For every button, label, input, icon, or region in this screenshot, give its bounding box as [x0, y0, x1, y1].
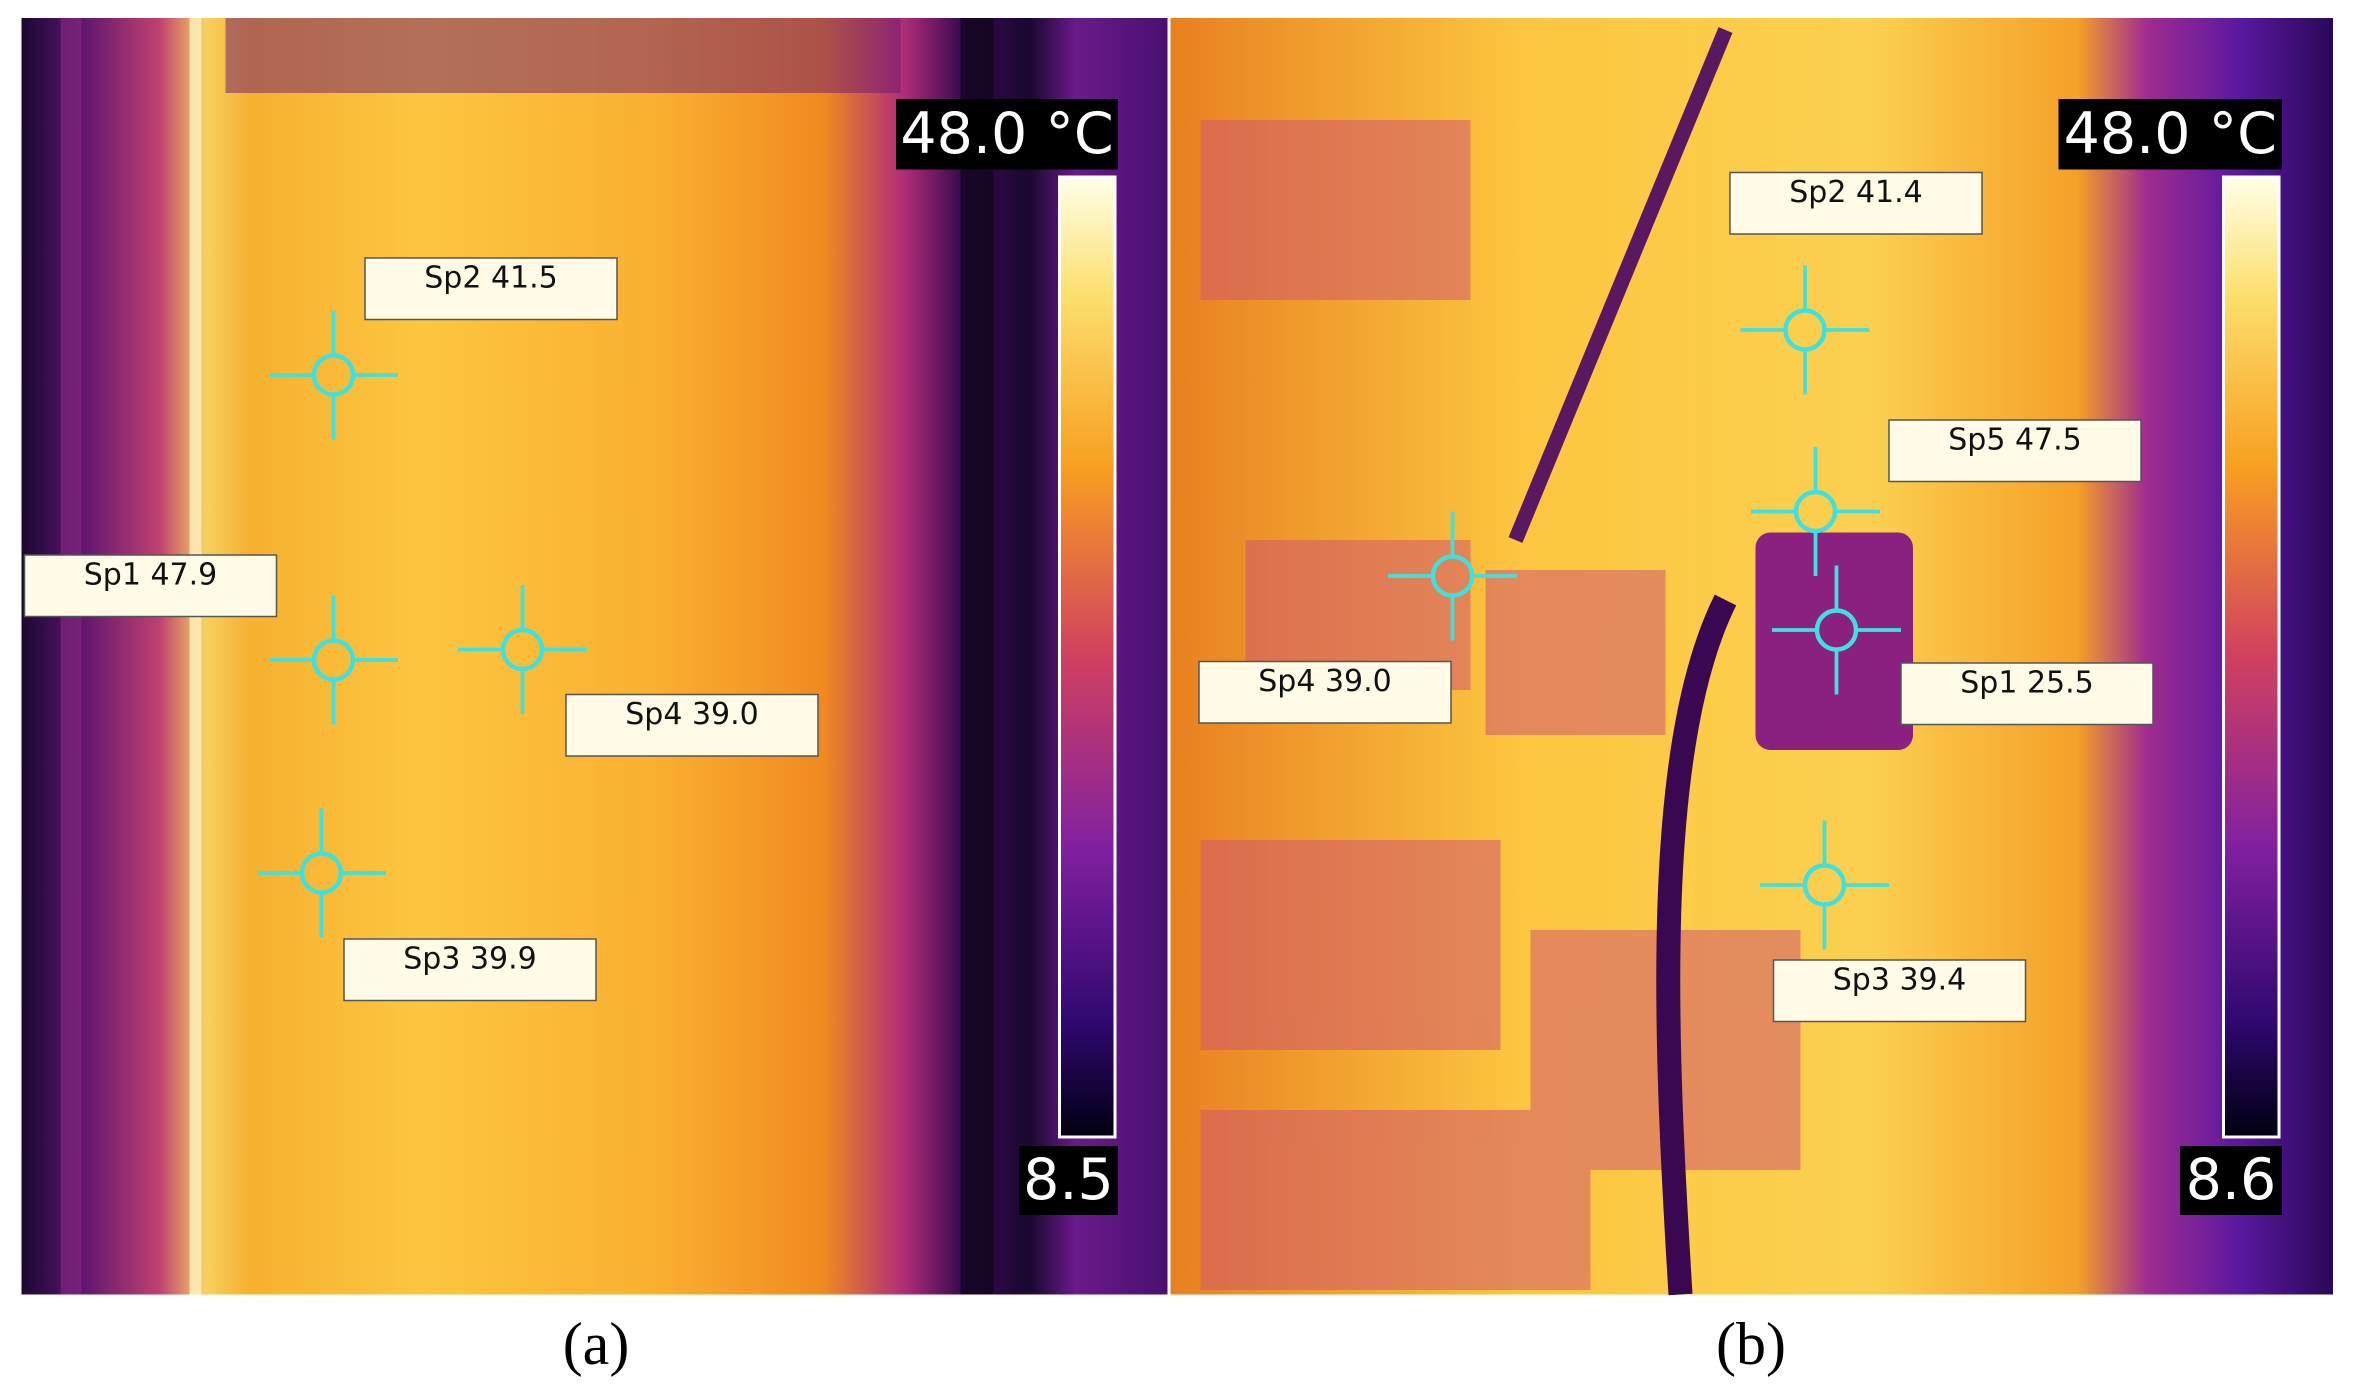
spot-marker: [269, 310, 399, 440]
scale-max: 48.0 °C: [900, 101, 1113, 167]
hot-edge: [189, 18, 202, 1295]
color-bar: [1058, 175, 1117, 1139]
spot-marker: [269, 595, 399, 725]
spot-marker: [1751, 447, 1880, 576]
cable: [1656, 594, 1737, 1296]
scale-max-bg: [896, 99, 1118, 170]
spot-label: Sp4 39.0: [1258, 664, 1392, 699]
scale-min-bg: [1019, 1146, 1118, 1215]
spot-marker: [458, 585, 587, 714]
scale-max: 48.0 °C: [2064, 101, 2277, 167]
caption: (a): [563, 1311, 630, 1377]
spot-label: Sp2 41.4: [1789, 175, 1923, 210]
top-shade: [225, 18, 901, 93]
spot-label: Sp3 39.4: [1833, 963, 1967, 998]
spot-label-box: [23, 554, 278, 618]
cool-box: [1755, 532, 1913, 750]
spot-label: Sp4 39.0: [625, 697, 759, 732]
spot-label-box: [565, 693, 819, 757]
scale-min-bg: [2180, 1146, 2282, 1215]
spot-label-box: [364, 257, 618, 321]
color-bar: [2222, 175, 2281, 1139]
spot-label: Sp1 25.5: [1960, 666, 2094, 701]
spot-label-box: [1729, 171, 1983, 235]
spot-marker: [257, 808, 387, 938]
caption: (b): [1716, 1311, 1786, 1377]
spot-marker: [1388, 511, 1517, 641]
spot-label-box: [1198, 660, 1452, 724]
spot-label: Sp5 47.5: [1948, 423, 2082, 458]
overlay: 48.0 °C 8.5 (a) Sp2 41.5 Sp1 47.9 Sp4 39.0 Sp3…: [23, 99, 2282, 1377]
spot-label-box: [1900, 662, 2154, 726]
scale-max-bg: [2058, 99, 2282, 170]
spot-marker: [1772, 565, 1901, 695]
spot-label: Sp3 39.9: [403, 942, 537, 977]
spot-label: Sp1 47.9: [84, 558, 218, 593]
scale-min: 8.6: [2186, 1147, 2277, 1213]
spot-marker: [1740, 265, 1870, 395]
spot-label-box: [1772, 959, 2027, 1023]
cable: [1508, 27, 1733, 543]
spot-label: Sp2 41.5: [424, 261, 558, 296]
scale-min: 8.5: [1023, 1147, 1114, 1213]
rack-rail: [60, 18, 82, 1295]
spot-label-box: [343, 938, 597, 1002]
spot-marker: [1760, 820, 1889, 950]
rack-rail: [960, 18, 994, 1295]
spot-label-box: [1888, 419, 2142, 483]
components: [1200, 120, 1801, 1290]
